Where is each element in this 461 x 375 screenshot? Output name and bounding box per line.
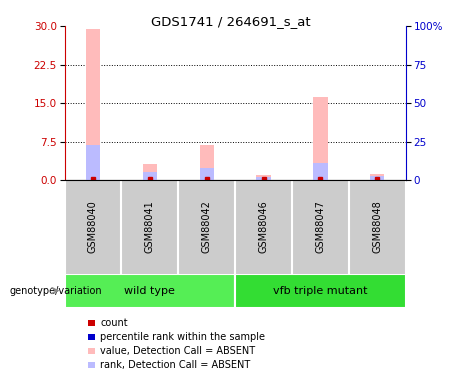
Bar: [143, 172, 157, 180]
Bar: [88, 320, 95, 326]
Bar: [313, 163, 327, 180]
Bar: [370, 174, 384, 180]
Bar: [143, 164, 157, 180]
Text: value, Detection Call = ABSENT: value, Detection Call = ABSENT: [100, 346, 255, 356]
Bar: [86, 29, 100, 180]
Text: genotype/variation: genotype/variation: [9, 286, 102, 296]
Text: percentile rank within the sample: percentile rank within the sample: [100, 332, 266, 342]
Bar: [313, 97, 327, 180]
Bar: [88, 348, 95, 354]
Bar: [88, 334, 95, 340]
Bar: [200, 168, 214, 180]
Text: rank, Detection Call = ABSENT: rank, Detection Call = ABSENT: [100, 360, 251, 370]
Text: GSM88048: GSM88048: [372, 201, 382, 253]
Bar: [370, 176, 384, 180]
Bar: [86, 145, 100, 180]
Bar: [65, 274, 235, 308]
Text: GSM88042: GSM88042: [201, 200, 212, 254]
Text: GSM88047: GSM88047: [315, 200, 325, 254]
Bar: [88, 362, 95, 368]
Text: GSM88040: GSM88040: [88, 201, 98, 253]
Bar: [256, 177, 271, 180]
Text: GDS1741 / 264691_s_at: GDS1741 / 264691_s_at: [151, 15, 310, 28]
Text: count: count: [100, 318, 128, 327]
Text: GSM88046: GSM88046: [259, 201, 269, 253]
Bar: [256, 176, 271, 180]
Text: vfb triple mutant: vfb triple mutant: [273, 286, 367, 296]
Bar: [235, 274, 406, 308]
Text: GSM88041: GSM88041: [145, 201, 155, 253]
Text: wild type: wild type: [124, 286, 175, 296]
Bar: [200, 145, 214, 180]
